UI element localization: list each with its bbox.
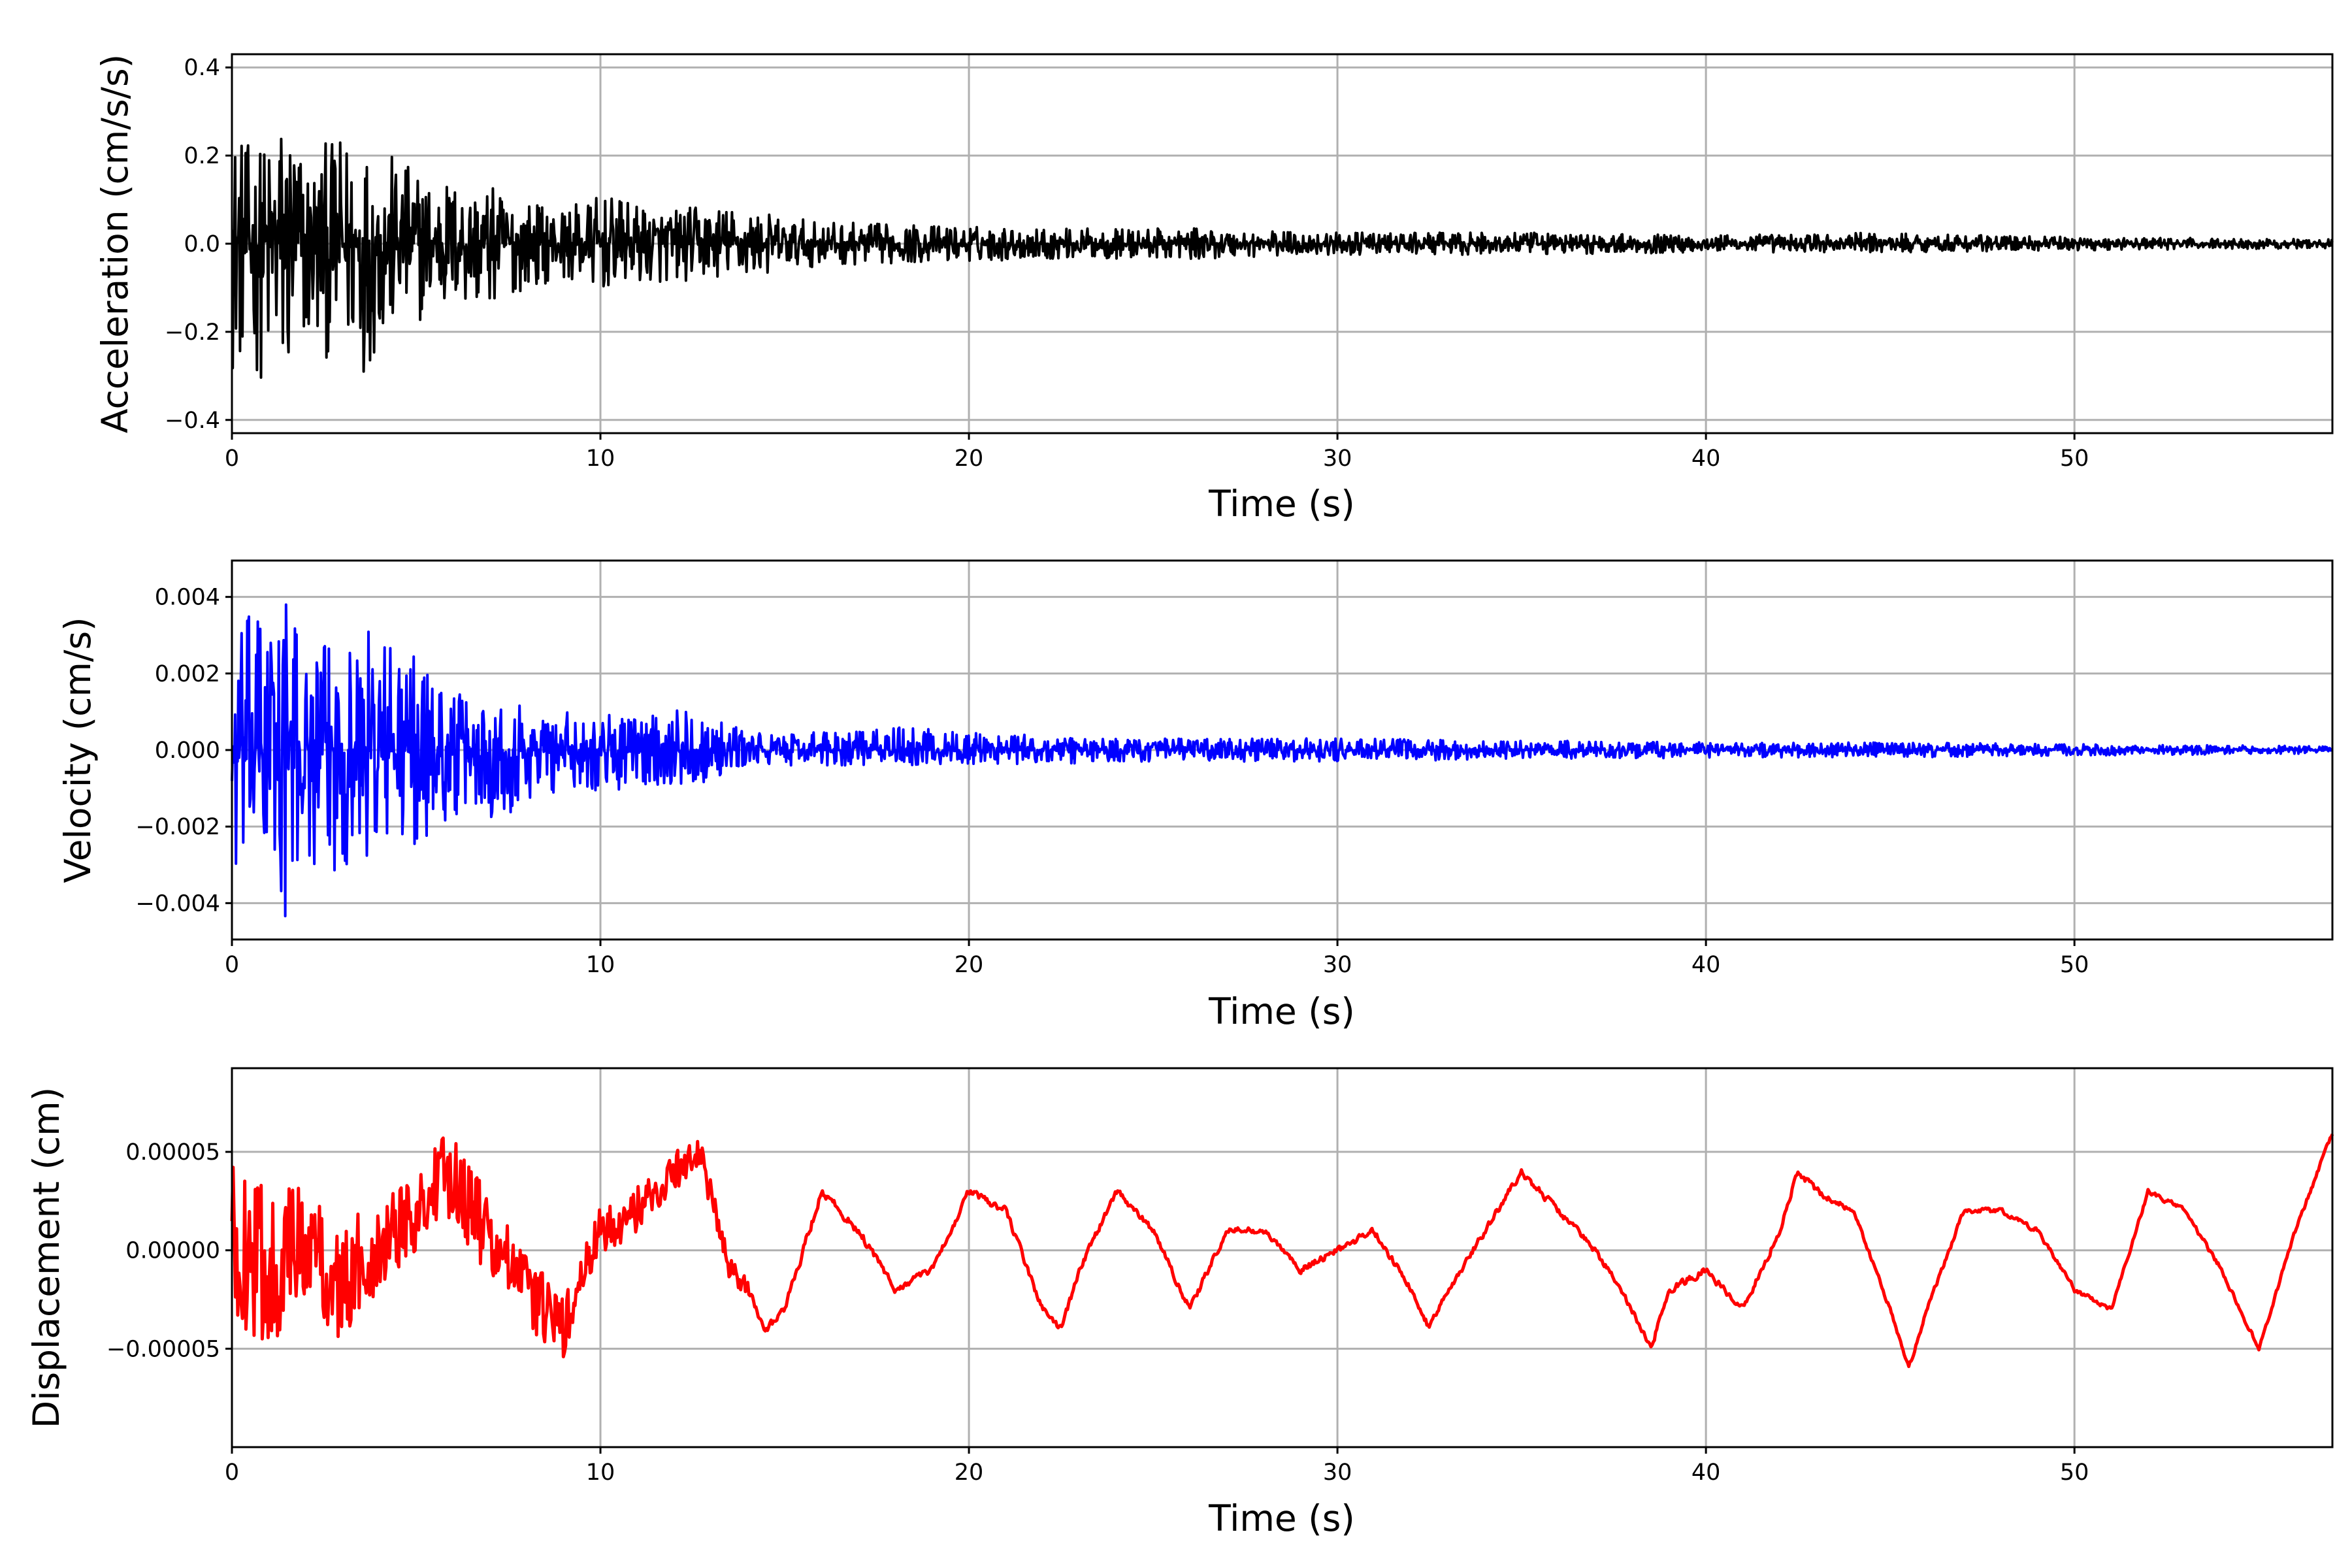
velocity-y-axis-label: Velocity (cm/s)	[57, 617, 99, 883]
acceleration-x-axis-label: Time (s)	[1208, 483, 1355, 525]
displacement-x-tick-label: 20	[955, 1460, 984, 1486]
acceleration-x-tick-label: 20	[955, 446, 984, 472]
acceleration-y-tick-label: −0.4	[165, 408, 220, 434]
velocity-x-axis-label: Time (s)	[1208, 990, 1355, 1032]
acceleration-series	[231, 137, 2334, 379]
displacement-panel: 0 10 20 30 40 50 −0.00005 0.00000 0.00005 Time …	[25, 1067, 2334, 1539]
acceleration-x-tick-label: 0	[225, 446, 239, 472]
velocity-y-tick-label: −0.002	[135, 814, 220, 840]
velocity-y-tick-label: 0.002	[155, 661, 220, 687]
acceleration-series-line	[231, 137, 2334, 379]
displacement-x-axis-label: Time (s)	[1208, 1497, 1355, 1539]
acceleration-y-tick-label: −0.2	[165, 319, 220, 346]
displacement-x-tick-label: 40	[1691, 1460, 1721, 1486]
acceleration-y-tick-label: 0.0	[184, 231, 220, 257]
displacement-x-tick-label: 0	[225, 1460, 239, 1486]
displacement-y-tick-label: −0.00005	[106, 1336, 220, 1362]
acceleration-x-tick-label: 30	[1323, 446, 1352, 472]
velocity-panel: 0 10 20 30 40 50 −0.004−0.0020.0000.0020.004 …	[57, 559, 2334, 1032]
displacement-y-axis-label: Displacement (cm)	[25, 1087, 67, 1428]
velocity-x-tick-label: 10	[586, 952, 615, 978]
displacement-x-ticks: 0 10 20 30 40 50	[225, 1447, 2089, 1486]
acceleration-y-ticks: −0.4 −0.2 0.0 0.2 0.4	[165, 55, 232, 434]
displacement-x-tick-label: 30	[1323, 1460, 1352, 1486]
acceleration-x-tick-label: 40	[1691, 446, 1721, 472]
displacement-series-line	[230, 1133, 2334, 1368]
acceleration-y-tick-label: 0.4	[184, 55, 220, 81]
displacement-y-ticks: −0.00005 0.00000 0.00005	[106, 1139, 232, 1362]
acceleration-y-tick-label: 0.2	[184, 143, 220, 169]
displacement-x-tick-label: 50	[2060, 1460, 2089, 1486]
acceleration-x-tick-label: 10	[586, 446, 615, 472]
velocity-y-tick-label: −0.004	[135, 890, 220, 917]
acceleration-y-axis-label: Acceleration (cm/s/s)	[94, 54, 136, 433]
displacement-y-tick-label: 0.00005	[125, 1139, 220, 1166]
velocity-x-tick-label: 40	[1691, 952, 1721, 978]
velocity-x-ticks: 0 10 20 30 40 50	[225, 939, 2089, 978]
displacement-frame	[231, 1067, 2334, 1448]
velocity-x-tick-label: 20	[955, 952, 984, 978]
velocity-x-tick-label: 30	[1323, 952, 1352, 978]
displacement-series	[230, 1133, 2334, 1368]
velocity-y-ticks: −0.004 −0.002 0.000 0.002 0.004	[135, 585, 232, 917]
velocity-series	[231, 603, 2334, 918]
displacement-y-tick-label: 0.00000	[125, 1238, 220, 1264]
acceleration-panel: 0 10 20 30 40 50 −0.4 −0.2 0.0 0.2 0.4 Time (s) A…	[94, 53, 2334, 525]
velocity-x-tick-label: 0	[225, 952, 239, 978]
velocity-x-tick-label: 50	[2060, 952, 2089, 978]
velocity-y-tick-label: 0.004	[155, 585, 220, 611]
acceleration-x-tick-label: 50	[2060, 446, 2089, 472]
velocity-series-line	[231, 603, 2334, 918]
velocity-y-tick-label: 0.000	[155, 738, 220, 764]
acceleration-x-ticks: 0 10 20 30 40 50	[225, 433, 2089, 472]
displacement-x-tick-label: 10	[586, 1460, 615, 1486]
